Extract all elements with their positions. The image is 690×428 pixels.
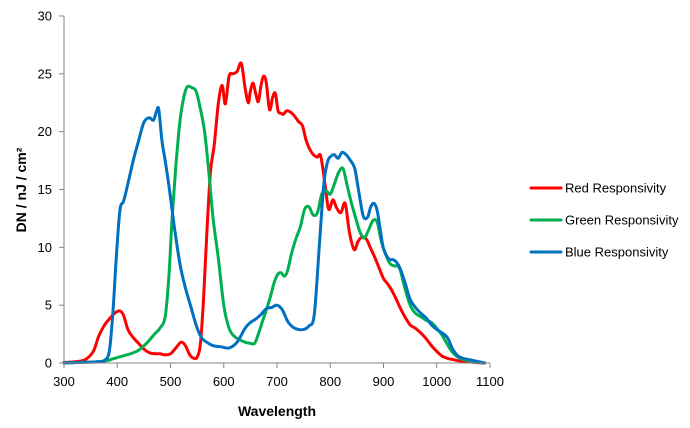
green-responsivity-line <box>62 84 487 365</box>
legend-label-green-responsivity: Green Responsivity <box>565 213 679 228</box>
y-tick-label: 0 <box>45 356 52 371</box>
x-tick-label: 600 <box>213 374 235 389</box>
x-tick-label: 1100 <box>476 374 504 389</box>
y-tick-label: 25 <box>38 66 52 81</box>
x-tick-label: 900 <box>373 374 395 389</box>
x-tick-label: 300 <box>53 374 75 389</box>
x-tick-label: 500 <box>160 374 182 389</box>
legend-label-blue-responsivity: Blue Responsivity <box>565 245 669 260</box>
y-tick-label: 15 <box>38 182 52 197</box>
x-axis-title: Wavelength <box>238 403 316 419</box>
y-tick-label: 30 <box>38 9 52 24</box>
y-axis-ticks: 0 5 10 15 20 25 30 <box>38 9 64 371</box>
x-tick-label: 700 <box>266 374 288 389</box>
x-tick-label: 800 <box>319 374 341 389</box>
y-tick-label: 20 <box>38 124 52 139</box>
legend: Red Responsivity Green Responsivity Blue R… <box>529 181 679 260</box>
y-tick-label: 10 <box>38 240 52 255</box>
legend-label-red-responsivity: Red Responsivity <box>565 181 667 196</box>
x-axis-ticks: 300 400 500 600 700 800 900 1000 1100 <box>53 363 504 389</box>
y-tick-label: 5 <box>45 298 52 313</box>
plot-lines <box>62 61 487 365</box>
x-tick-label: 400 <box>106 374 128 389</box>
y-axis-title: DN / nJ / cm² <box>13 147 29 232</box>
x-tick-label: 1000 <box>422 374 451 389</box>
blue-responsivity-line <box>62 105 487 365</box>
red-responsivity-line <box>62 61 487 365</box>
